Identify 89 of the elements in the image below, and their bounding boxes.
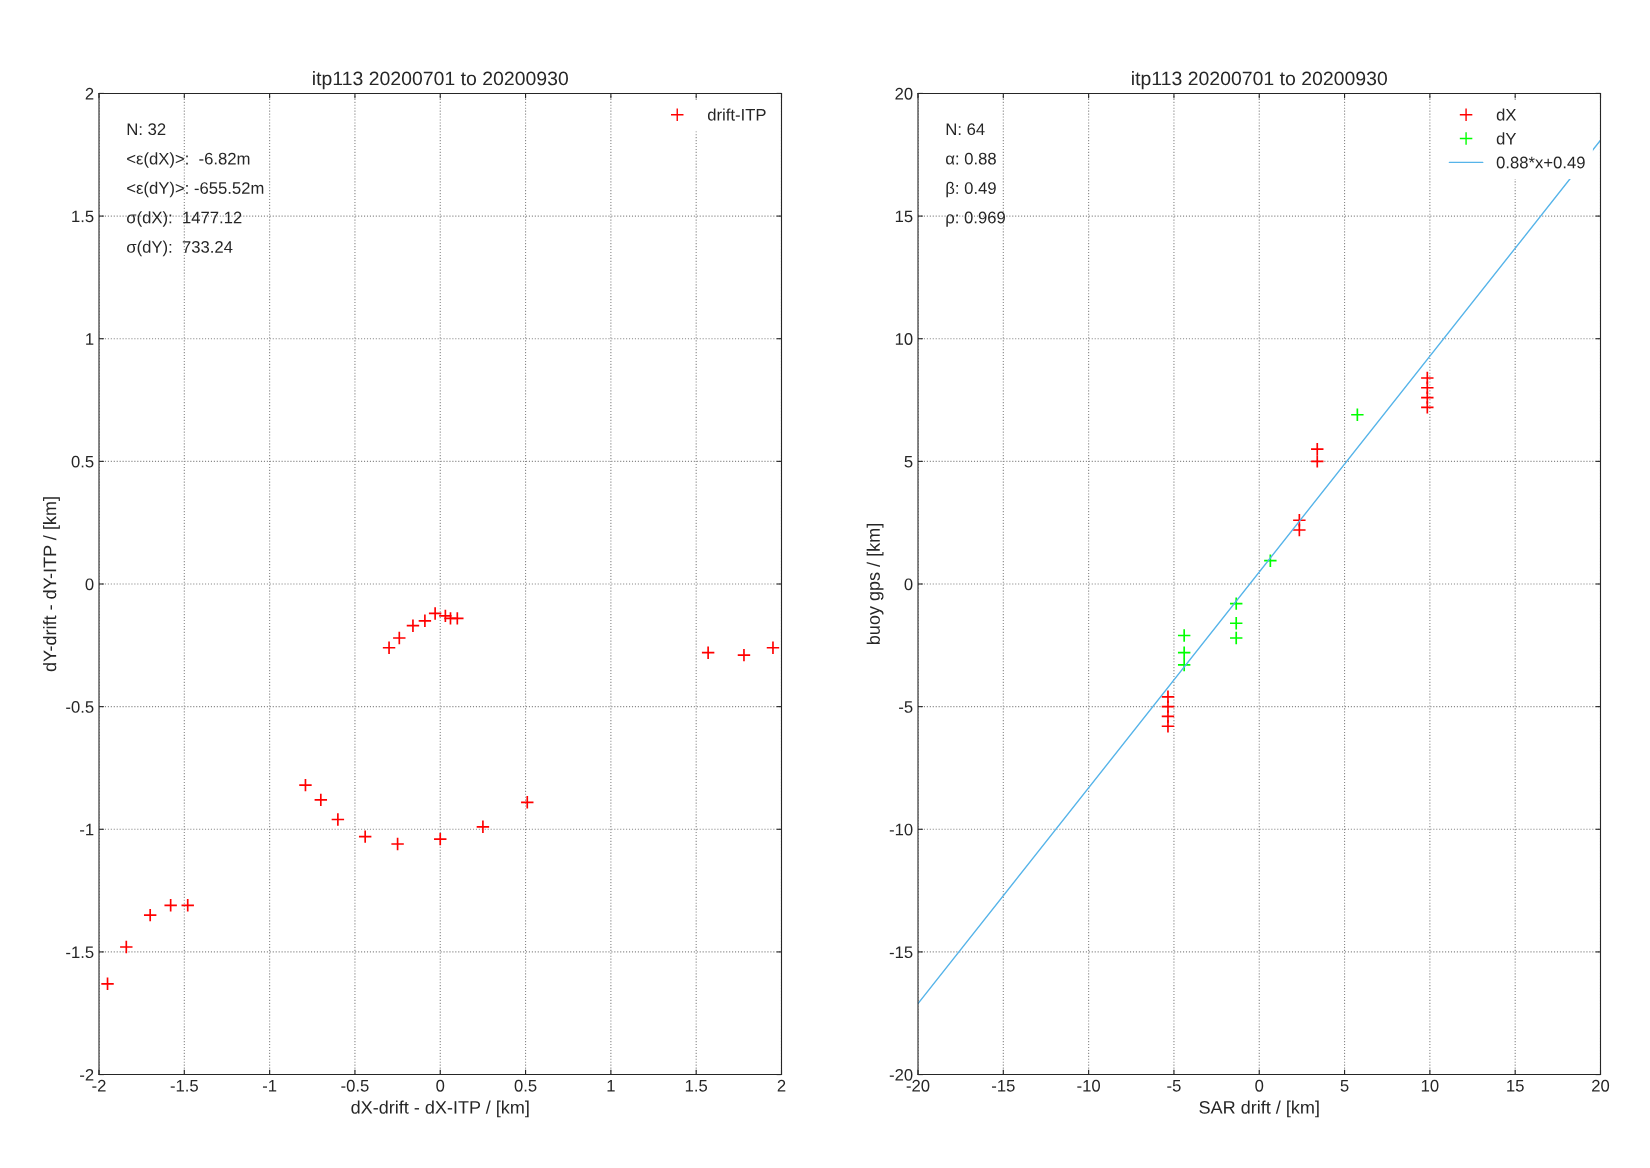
x-axis-title: SAR drift / [km] <box>1199 1100 1319 1118</box>
point <box>1292 513 1307 528</box>
annotation: σ(dY): 733.24 <box>127 240 233 257</box>
y-tick-label: -20 <box>889 1068 913 1081</box>
point <box>1420 370 1435 386</box>
point <box>701 645 716 660</box>
x-tick-label: 20 <box>1592 1079 1610 1092</box>
y-tick-label: -1 <box>80 823 94 836</box>
point <box>428 606 443 621</box>
point <box>358 829 373 844</box>
point <box>1229 616 1244 631</box>
annotation: α: 0.88 <box>946 152 996 165</box>
x-tick-label: -1.5 <box>170 1080 198 1092</box>
y-tick-label: -15 <box>889 946 913 959</box>
point <box>1310 442 1325 457</box>
y-tick-label: 15 <box>895 210 913 223</box>
point <box>520 795 535 810</box>
annotation: ρ: 0.969 <box>946 211 1005 227</box>
y-axis-title: buoy gps / [km] <box>866 524 884 645</box>
point <box>313 792 328 807</box>
x-tick-label: 2 <box>777 1079 786 1092</box>
annotation: <ε(dX)>: -6.82m <box>127 152 250 168</box>
legend-label: dX <box>1496 108 1517 121</box>
annotation: <ε(dY)>: -655.52m <box>127 181 264 198</box>
y-tick-label: -0.5 <box>66 701 94 713</box>
point <box>1177 645 1192 660</box>
point <box>330 812 345 827</box>
point <box>450 611 465 626</box>
point <box>736 648 752 663</box>
x-tick-label: 10 <box>1421 1079 1439 1092</box>
y-tick-label: 1.5 <box>72 210 94 223</box>
point <box>163 898 178 913</box>
y-tick-label: 0 <box>904 578 913 591</box>
y-tick-label: 0.5 <box>71 455 94 468</box>
y-tick-label: 5 <box>904 455 913 468</box>
x-tick-label: 0.5 <box>514 1079 537 1092</box>
annotation: N: 32 <box>127 123 166 136</box>
point <box>143 908 158 923</box>
point <box>417 613 432 628</box>
point <box>765 640 781 655</box>
x-tick-label: 1 <box>607 1080 615 1092</box>
y-tick-label: -5 <box>899 701 913 713</box>
x-tick-label: -10 <box>1077 1079 1101 1092</box>
y-tick-label: 2 <box>85 87 94 100</box>
point <box>1263 553 1278 568</box>
annotation: β: 0.49 <box>946 181 996 198</box>
y-tick-label: -1.5 <box>66 946 94 959</box>
point <box>438 608 453 623</box>
chart-title: itp113 20200701 to 20200930 <box>1132 71 1387 90</box>
y-tick-label: -10 <box>889 823 913 836</box>
legend-label: dY <box>1496 132 1517 145</box>
point <box>100 976 115 991</box>
point <box>382 640 397 655</box>
x-tick-label: 5 <box>1340 1080 1349 1092</box>
point <box>392 630 407 646</box>
point <box>1160 689 1176 704</box>
point <box>1310 454 1325 469</box>
y-tick-label: -2 <box>80 1068 94 1081</box>
y-axis-title: dY-drift - dY-ITP / [km] <box>43 497 60 672</box>
point <box>1229 630 1244 646</box>
y-tick-label: 1 <box>86 333 94 345</box>
y-tick-label: 20 <box>895 87 913 100</box>
point <box>405 618 420 633</box>
x-tick-label: 15 <box>1507 1080 1524 1092</box>
x-tick-label: 1.5 <box>685 1080 708 1092</box>
point <box>433 832 448 847</box>
x-axis-title: dX-drift - dX-ITP / [km] <box>351 1100 529 1118</box>
chart-title: itp113 20200701 to 20200930 <box>313 71 568 90</box>
annotation: σ(dX): 1477.12 <box>127 211 242 227</box>
point <box>298 778 313 793</box>
x-tick-label: -15 <box>992 1080 1015 1092</box>
y-tick-label: 10 <box>895 333 913 345</box>
point <box>390 836 405 852</box>
point <box>1177 657 1192 672</box>
point <box>180 898 195 913</box>
point <box>475 819 490 834</box>
point <box>1177 628 1192 643</box>
x-tick-label: -1 <box>262 1080 277 1092</box>
point <box>119 939 134 955</box>
x-tick-label: 0 <box>1255 1079 1264 1092</box>
x-tick-label: -5 <box>1167 1080 1181 1092</box>
annotation: N: 64 <box>946 123 985 136</box>
legend-label: drift-ITP <box>707 108 766 121</box>
point <box>1350 407 1365 422</box>
legend-label: 0.88*x+0.49 <box>1496 156 1585 169</box>
y-tick-label: 0 <box>85 578 94 591</box>
point <box>1229 596 1244 611</box>
x-tick-label: -0.5 <box>341 1079 369 1092</box>
x-tick-label: 0 <box>436 1079 445 1092</box>
